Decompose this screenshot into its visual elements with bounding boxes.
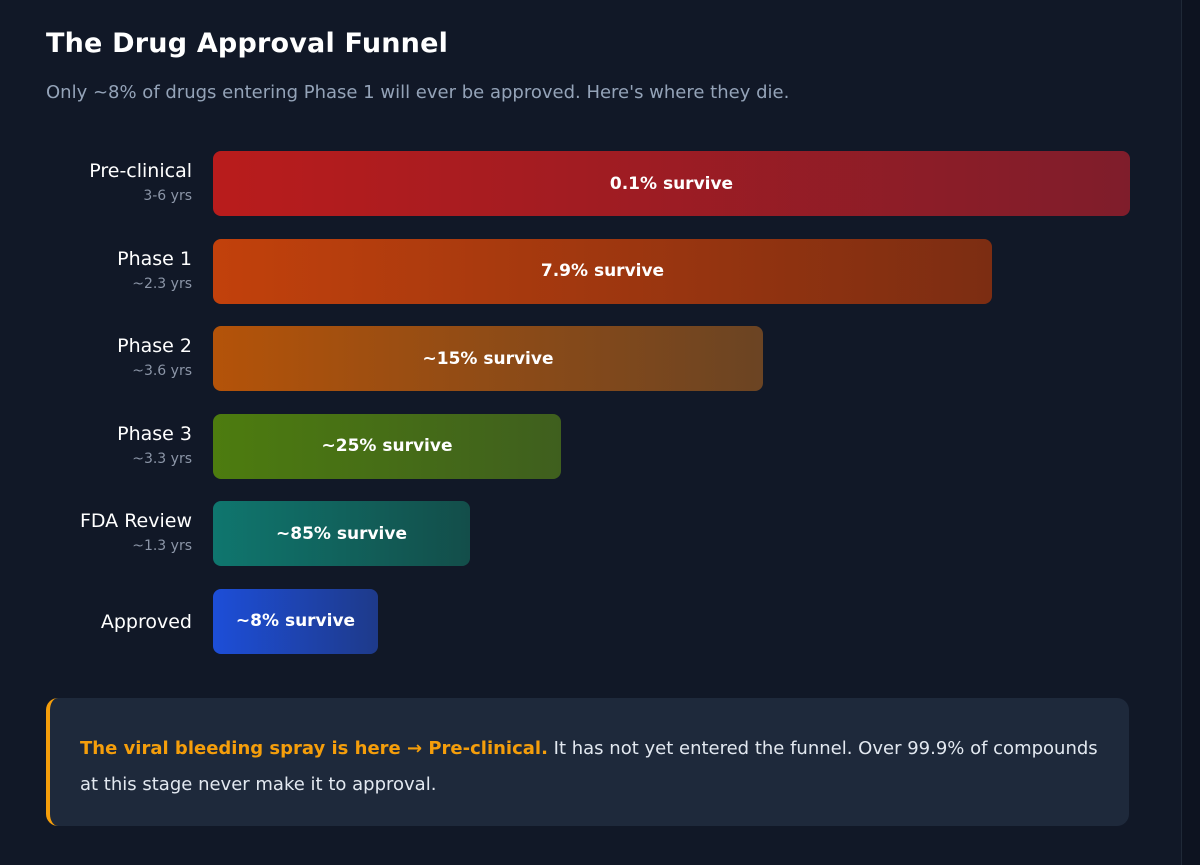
funnel-row: FDA Review ~1.3 yrs ~85% survive bbox=[0, 501, 1200, 567]
bar-label: ~25% survive bbox=[321, 436, 453, 456]
funnel-row: Phase 1 ~2.3 yrs 7.9% survive bbox=[0, 238, 1200, 305]
stage-duration: ~3.6 yrs bbox=[132, 363, 192, 379]
callout-box: The viral bleeding spray is here → Pre-c… bbox=[46, 698, 1129, 826]
bar-label: 7.9% survive bbox=[540, 261, 665, 281]
funnel-row: Approved ~8% survive bbox=[0, 588, 1200, 655]
funnel-row: Phase 3 ~3.3 yrs ~25% survive bbox=[0, 413, 1200, 480]
stage-label: Phase 2 ~3.6 yrs bbox=[12, 334, 192, 380]
stage-name: Phase 3 bbox=[117, 422, 192, 445]
stage-duration: ~1.3 yrs bbox=[132, 538, 192, 554]
bar-label: 0.1% survive bbox=[609, 173, 734, 194]
callout-highlight: The viral bleeding spray is here → Pre-c… bbox=[80, 738, 548, 759]
stage-name: FDA Review bbox=[79, 510, 192, 532]
funnel-bar: 0.1% survive bbox=[213, 151, 1130, 216]
funnel-bar: ~25% survive bbox=[213, 413, 561, 479]
funnel-row: Pre-clinical 3-6 yrs 0.1% survive bbox=[0, 151, 1200, 217]
funnel-bar: ~85% survive bbox=[213, 501, 470, 566]
stage-name: Phase 1 bbox=[117, 247, 192, 270]
funnel-bar: 7.9% survive bbox=[213, 238, 992, 304]
page-title: The Drug Approval Funnel bbox=[46, 28, 449, 59]
stage-name: Approved bbox=[100, 610, 192, 633]
stage-label: FDA Review ~1.3 yrs bbox=[12, 509, 192, 555]
bar-label: ~15% survive bbox=[422, 348, 554, 369]
stage-label: Pre-clinical 3-6 yrs bbox=[12, 159, 192, 205]
stage-duration: ~2.3 yrs bbox=[132, 275, 192, 292]
window-scrollbar-edge bbox=[1181, 0, 1200, 865]
funnel-row: Phase 2 ~3.6 yrs ~15% survive bbox=[0, 326, 1200, 392]
stage-label: Phase 1 ~2.3 yrs bbox=[12, 247, 192, 293]
bar-label: ~85% survive bbox=[276, 523, 407, 544]
stage-label: Approved bbox=[12, 610, 192, 634]
bar-label: ~8% survive bbox=[235, 611, 356, 631]
funnel-bar: ~15% survive bbox=[213, 326, 763, 391]
stage-name: Phase 2 bbox=[117, 335, 192, 357]
stage-duration: 3-6 yrs bbox=[143, 188, 192, 204]
stage-label: Phase 3 ~3.3 yrs bbox=[12, 422, 192, 468]
funnel-bar: ~8% survive bbox=[213, 588, 378, 654]
funnel-chart: Pre-clinical 3-6 yrs 0.1% survive Phase 1 ~2… bbox=[0, 151, 1200, 655]
stage-name: Pre-clinical bbox=[89, 160, 192, 182]
page-subtitle: Only ~8% of drugs entering Phase 1 will … bbox=[46, 82, 790, 103]
stage-duration: ~3.3 yrs bbox=[132, 450, 192, 467]
callout-text: It has not yet entered the funnel. Over … bbox=[80, 738, 1098, 795]
